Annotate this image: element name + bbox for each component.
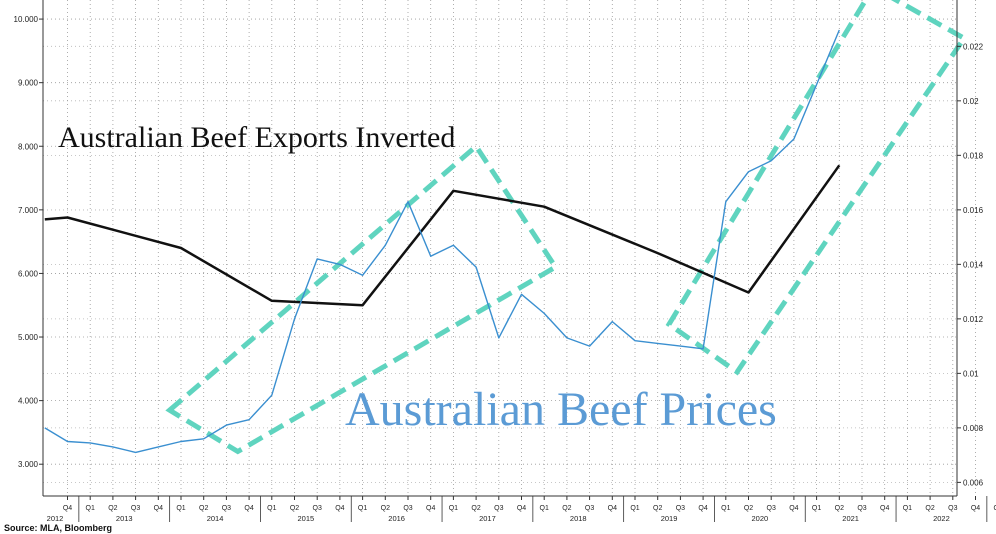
right-tick-label: 0.006 — [963, 478, 984, 487]
quarter-label: Q3 — [313, 505, 322, 512]
exports-title: Australian Beef Exports Inverted — [58, 121, 455, 154]
quarter-label: Q2 — [199, 505, 208, 512]
quarter-label: Q2 — [108, 505, 117, 512]
grid — [43, 0, 976, 496]
quarter-label: Q1 — [358, 505, 367, 512]
quarter-label: Q1 — [176, 505, 185, 512]
year-label: 2012 — [47, 514, 64, 523]
axes: 3.000 4.000 5.000 6.000 7.000 8.000 9.000 10.00… — [14, 0, 996, 523]
year-label: 2015 — [298, 514, 315, 523]
left-tick-label: 9.000 — [18, 79, 39, 88]
year-label: 2022 — [933, 514, 950, 523]
left-tick-label: 10.000 — [14, 15, 39, 24]
quarter-label: Q3 — [948, 505, 957, 512]
year-label: 2013 — [116, 514, 133, 523]
quarter-label: Q3 — [767, 505, 776, 512]
quarter-label: Q4 — [789, 505, 798, 512]
quarter-label: Q2 — [471, 505, 480, 512]
quarter-label: Q2 — [835, 505, 844, 512]
right-tick-label: 0.008 — [963, 424, 984, 433]
quarter-label: Q1 — [267, 505, 276, 512]
right-tick-label: 0.01 — [963, 369, 979, 378]
quarter-label: Q3 — [403, 505, 412, 512]
quarter-label: Q4 — [880, 505, 889, 512]
left-tick-label: 7.000 — [18, 206, 39, 215]
quarter-label: Q1 — [86, 505, 95, 512]
quarter-label: Q1 — [721, 505, 730, 512]
quarter-label: Q3 — [131, 505, 140, 512]
year-label: 2020 — [752, 514, 769, 523]
quarter-label: Q4 — [63, 505, 72, 512]
highlight-boxes — [165, 0, 968, 455]
right-tick-label: 0.012 — [963, 315, 984, 324]
right-tick-label: 0.018 — [963, 151, 984, 160]
quarter-label: Q2 — [290, 505, 299, 512]
left-tick-label: 3.000 — [18, 460, 39, 469]
quarter-label: Q4 — [335, 505, 344, 512]
highlight-box — [165, 142, 560, 455]
quarter-label: Q2 — [562, 505, 571, 512]
quarter-label: Q2 — [744, 505, 753, 512]
right-tick-label: 0.022 — [963, 42, 984, 51]
quarter-label: Q2 — [381, 505, 390, 512]
quarter-label: Q1 — [903, 505, 912, 512]
quarter-label: Q1 — [449, 505, 458, 512]
quarter-label: Q1 — [812, 505, 821, 512]
quarter-label: Q3 — [857, 505, 866, 512]
quarter-label: Q1 — [994, 505, 996, 512]
quarter-label: Q1 — [540, 505, 549, 512]
year-label: 2017 — [479, 514, 496, 523]
quarter-label: Q1 — [630, 505, 639, 512]
quarter-label: Q2 — [653, 505, 662, 512]
right-tick-label: 0.016 — [963, 206, 984, 215]
quarter-label: Q4 — [971, 505, 980, 512]
source-note: Source: MLA, Bloomberg — [4, 523, 112, 533]
quarter-label: Q4 — [154, 505, 163, 512]
year-label: 2014 — [207, 514, 224, 523]
year-label: 2018 — [570, 514, 587, 523]
quarter-label: Q4 — [426, 505, 435, 512]
right-tick-label: 0.02 — [963, 97, 979, 106]
left-tick-label: 4.000 — [18, 397, 39, 406]
quarter-label: Q4 — [608, 505, 617, 512]
quarter-label: Q3 — [585, 505, 594, 512]
quarter-label: Q3 — [676, 505, 685, 512]
year-label: 2019 — [661, 514, 678, 523]
left-tick-label: 8.000 — [18, 142, 39, 151]
left-tick-label: 5.000 — [18, 333, 39, 342]
quarter-label: Q2 — [925, 505, 934, 512]
quarter-label: Q3 — [222, 505, 231, 512]
series-lines — [44, 29, 841, 454]
prices-line — [44, 29, 840, 454]
year-label: 2016 — [388, 514, 405, 523]
quarter-label: Q4 — [244, 505, 253, 512]
year-label: 2021 — [842, 514, 859, 523]
exports-line — [44, 164, 841, 307]
prices-title: Australian Beef Prices — [345, 383, 777, 436]
quarter-label: Q3 — [494, 505, 503, 512]
quarter-label: Q4 — [698, 505, 707, 512]
quarter-label: Q4 — [517, 505, 526, 512]
right-tick-label: 0.014 — [963, 260, 984, 269]
left-tick-label: 6.000 — [18, 269, 39, 278]
